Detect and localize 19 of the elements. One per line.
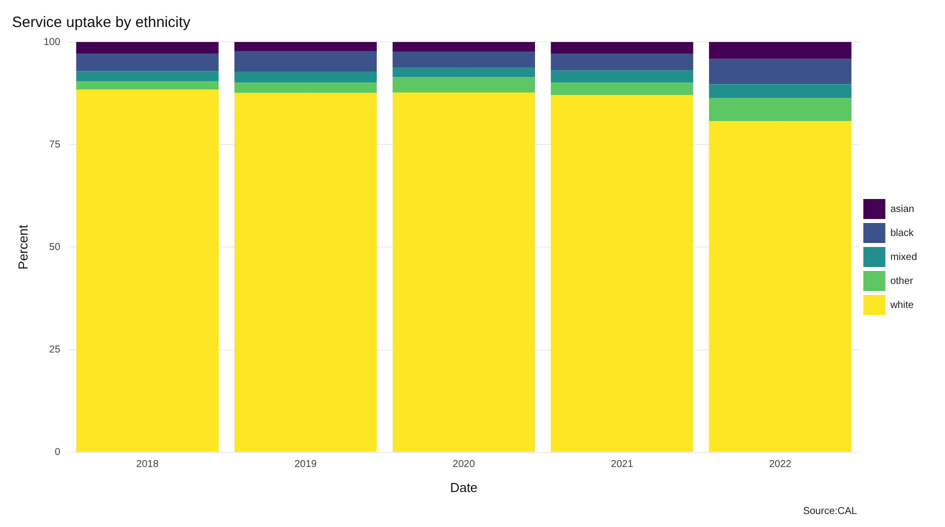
y-tick-label: 100 <box>44 36 61 48</box>
legend-label: other <box>890 276 914 287</box>
y-tick-label: 25 <box>49 344 61 356</box>
y-axis-title: Percent <box>15 224 30 270</box>
legend-label: mixed <box>890 252 918 263</box>
legend-label: black <box>890 228 915 239</box>
legend-label: white <box>889 300 914 311</box>
chart-title: Service uptake by ethnicity <box>12 14 191 32</box>
x-tick-label: 2020 <box>452 459 476 470</box>
source-note: Source:CAL <box>803 506 858 517</box>
x-axis-title: Date <box>450 480 478 495</box>
y-tick-label: 75 <box>49 139 61 150</box>
x-tick-label: 2018 <box>136 459 159 470</box>
x-tick-label: 2022 <box>769 459 792 470</box>
legend-label: asian <box>890 204 914 215</box>
x-tick-label: 2021 <box>610 459 634 470</box>
y-tick-label: 0 <box>54 447 61 458</box>
x-tick-label: 2019 <box>294 459 318 470</box>
y-tick-label: 50 <box>49 242 61 253</box>
